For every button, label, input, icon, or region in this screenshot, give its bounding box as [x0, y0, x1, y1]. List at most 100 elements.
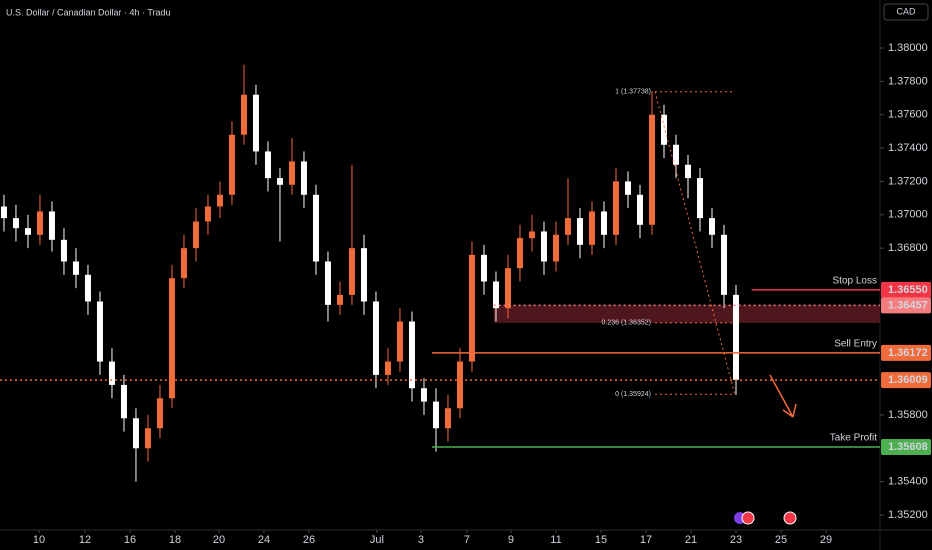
candle-body	[264, 151, 271, 179]
x-tick-label: 16	[124, 534, 136, 546]
candle-body	[576, 218, 583, 245]
candle-body	[156, 398, 163, 429]
y-tick-label: 1.35800	[888, 409, 928, 421]
candle-body	[636, 194, 643, 225]
price-badge-label: 1.36172	[888, 347, 928, 359]
zone	[493, 305, 880, 323]
x-tick-label: 9	[508, 534, 514, 546]
level-name: Take Profit	[830, 433, 877, 444]
level-name: Stop Loss	[833, 275, 877, 286]
candle-body	[300, 161, 307, 195]
x-tick-label: 15	[595, 534, 607, 546]
currency[interactable]: CAD	[896, 6, 916, 16]
y-tick-label: 1.35200	[888, 509, 928, 521]
candle-body	[696, 178, 703, 219]
candle-body	[444, 408, 451, 429]
candle-body	[540, 231, 547, 262]
x-tick-label: 25	[775, 534, 787, 546]
candle-body	[72, 261, 79, 275]
x-tick-label: 11	[550, 534, 561, 546]
candle-body	[720, 234, 727, 295]
candle-body	[708, 218, 715, 235]
direction-arrow	[769, 374, 797, 418]
x-tick-label: 29	[820, 534, 832, 546]
candle-body	[12, 218, 19, 229]
plot: 1 (1.37738) 0.236 (1.36352) 0 (1.35924) Sto…	[0, 64, 880, 482]
candle-body	[228, 134, 235, 195]
y-tick-label: 1.36800	[888, 242, 928, 254]
candle-body	[240, 94, 247, 135]
price-badge	[881, 372, 931, 389]
x-tick-label: 12	[79, 534, 91, 546]
y-tick-label: 1.37000	[888, 209, 928, 221]
price-badge	[881, 438, 931, 455]
candle-body	[372, 301, 379, 375]
candle-body	[0, 206, 7, 219]
candle-body	[84, 274, 91, 302]
candle-body	[60, 239, 67, 262]
price-badge-label: 1.35608	[888, 441, 928, 453]
y-tick-label: 1.37400	[888, 142, 928, 154]
x-tick-label: 24	[258, 534, 270, 546]
candle-body	[660, 114, 667, 145]
candle-body	[528, 231, 535, 239]
candle-body	[312, 194, 319, 262]
candle-body	[504, 268, 511, 309]
event-icon[interactable]	[783, 511, 797, 525]
candle-body	[516, 238, 523, 269]
candle-body	[36, 211, 43, 235]
fib-label: 0.236 (1.36352)	[602, 320, 651, 327]
level-name: Sell Entry	[834, 339, 877, 350]
x-tick-label: 18	[169, 534, 181, 546]
candle-body	[252, 94, 259, 152]
candle-body	[648, 114, 655, 225]
candle-body	[684, 164, 691, 179]
candle-body	[120, 384, 127, 419]
candle-body	[492, 281, 499, 309]
candle-body	[348, 248, 355, 295]
candle-body	[132, 418, 139, 449]
y-tick-label: 1.37200	[888, 175, 928, 187]
candle-body	[108, 361, 115, 385]
price-badge	[881, 297, 931, 314]
candle-body	[396, 321, 403, 362]
price-badge-label: 1.36457	[888, 299, 928, 311]
candle-body	[288, 161, 295, 185]
price-badge-label: 1.36009	[888, 374, 928, 386]
x-tick-label: 21	[685, 534, 697, 546]
candle-body	[552, 234, 559, 262]
x-tick-label: 23	[730, 534, 742, 546]
candle-body	[276, 178, 283, 185]
fib-trend	[654, 91, 736, 395]
x-tick-label: 20	[213, 534, 225, 546]
candle-body	[324, 261, 331, 305]
chart-title: U.S. Dollar / Canadian Dollar · 4h · Tra…	[6, 7, 171, 17]
candle-body	[384, 361, 391, 375]
fib-label: 1 (1.37738)	[615, 89, 651, 96]
candle-body	[672, 144, 679, 165]
candle-body	[432, 401, 439, 429]
candle-body	[600, 211, 607, 235]
x-tick-label: 3	[418, 534, 424, 546]
candle-body	[96, 301, 103, 362]
x-tick-label: Jul	[370, 534, 384, 546]
candle-body	[408, 321, 415, 389]
candle-body	[168, 278, 175, 399]
x-tick-label: 26	[303, 534, 315, 546]
candle-body	[216, 194, 223, 207]
candle-body	[564, 218, 571, 235]
candle-body	[144, 428, 151, 449]
candle-body	[420, 388, 427, 402]
candle-body	[336, 294, 343, 305]
candle-body	[24, 228, 31, 235]
candle-body	[480, 254, 487, 282]
y-tick-label: 1.35400	[888, 476, 928, 488]
fib-label: 0 (1.35924)	[615, 391, 651, 398]
candle-body	[612, 181, 619, 235]
event-icon[interactable]	[741, 511, 755, 525]
currency-box[interactable]	[883, 3, 929, 21]
candle-body	[204, 206, 211, 222]
y-tick-label: 1.37800	[888, 75, 928, 87]
candle-body	[588, 211, 595, 245]
x-tick-label: 17	[640, 534, 652, 546]
